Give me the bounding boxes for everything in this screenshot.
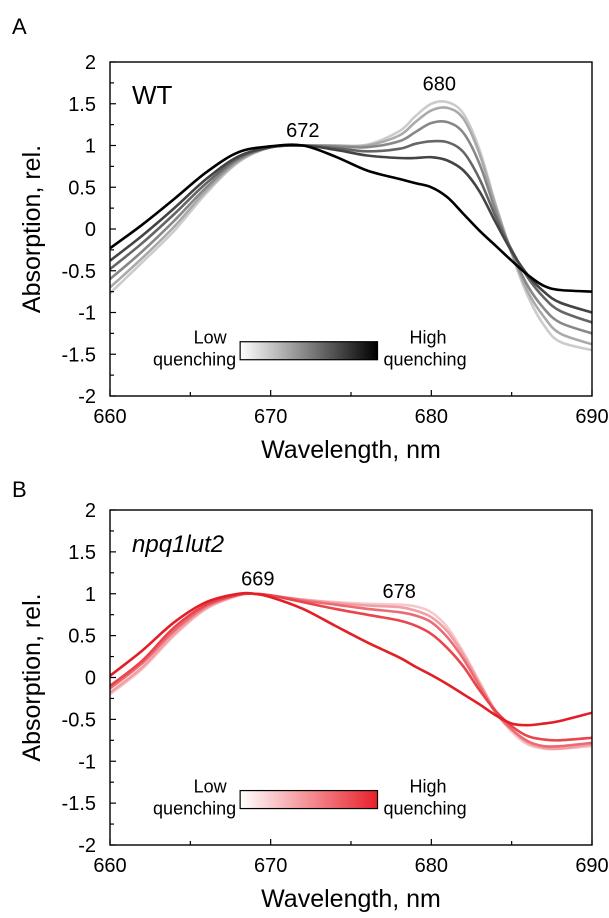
y-tick-label: -1 xyxy=(78,303,96,325)
y-tick-label: -1.5 xyxy=(62,793,96,815)
colorbar xyxy=(239,789,379,810)
x-tick-label: 660 xyxy=(93,855,126,877)
colorbar-low-label: Low quenching xyxy=(153,328,236,370)
x-axis-title: Wavelength, nm xyxy=(261,436,441,464)
x-tick-label: 690 xyxy=(575,406,608,428)
y-tick-label: 1.5 xyxy=(68,542,96,564)
colorbar-low-label-line: Low xyxy=(194,328,228,348)
x-tick-label: 670 xyxy=(254,406,287,428)
y-tick-label: 1 xyxy=(85,584,96,606)
x-axis-title: Wavelength, nm xyxy=(261,885,441,913)
colorbar-high-label: High quenching xyxy=(384,328,467,370)
x-tick-label: 670 xyxy=(254,855,287,877)
series-line-4 xyxy=(110,592,592,742)
panel-label: npq1lut2 xyxy=(132,531,224,558)
peak-annotation: 680 xyxy=(423,73,456,95)
series-line-6 xyxy=(110,143,592,293)
y-tick-label: 0.5 xyxy=(68,626,96,648)
series-line-3 xyxy=(110,119,592,335)
peak-annotation: 678 xyxy=(383,581,416,603)
colorbar-high-label-line: High xyxy=(410,328,447,348)
y-tick-label: 0 xyxy=(85,219,96,241)
series-line-1 xyxy=(110,99,592,352)
panel-letter: B xyxy=(12,477,27,502)
colorbar-high-label: High quenching xyxy=(384,777,467,819)
series-group xyxy=(110,591,592,751)
x-tick-label: 680 xyxy=(415,855,448,877)
colorbar xyxy=(239,341,379,361)
y-tick-label: -2 xyxy=(78,835,96,857)
y-tick-label: 0 xyxy=(85,668,96,690)
series-line-2 xyxy=(110,106,592,346)
series-group xyxy=(110,99,592,352)
y-tick-label: 0.5 xyxy=(68,177,96,199)
colorbar-high-label-line: quenching xyxy=(384,350,467,370)
y-tick-label: -0.5 xyxy=(62,261,96,283)
colorbar-low-label: Low quenching xyxy=(153,777,236,819)
y-tick-label: 1.5 xyxy=(68,94,96,116)
x-tick-label: 680 xyxy=(415,406,448,428)
y-axis-title: Absorption, rel. xyxy=(18,145,46,313)
peak-annotation: 672 xyxy=(286,120,319,142)
y-tick-label: 2 xyxy=(85,52,96,74)
y-tick-label: 1 xyxy=(85,136,96,158)
y-tick-label: 2 xyxy=(85,500,96,522)
panel-label: WT xyxy=(132,80,173,110)
series-line-5 xyxy=(110,144,592,314)
x-tick-label: 690 xyxy=(575,855,608,877)
colorbar-low-label-line: quenching xyxy=(153,799,236,819)
colorbar-low-label-line: Low xyxy=(194,777,228,797)
colorbar-high-label-line: High xyxy=(410,777,447,797)
x-tick-label: 660 xyxy=(93,406,126,428)
y-tick-label: -1 xyxy=(78,751,96,773)
peak-annotation: 669 xyxy=(241,568,274,590)
chart-panel-b: B -2 -1.5 -1 -0.5 0 0.5 1 1.5 2 660 670 680 690 Wavele… xyxy=(12,477,609,913)
y-axis-title: Absorption, rel. xyxy=(18,593,46,761)
colorbar-high-label-line: quenching xyxy=(384,799,467,819)
y-tick-label: -2 xyxy=(78,386,96,408)
colorbar-low-label-line: quenching xyxy=(153,350,236,370)
panel-letter: A xyxy=(12,14,27,39)
y-tick-label: -0.5 xyxy=(62,709,96,731)
y-tick-label: -1.5 xyxy=(62,344,96,366)
chart-panel-a: A -2 -1.5 -1 -0.5 0 0.5 1 1.5 2 660 670 680 690 Wavele… xyxy=(12,14,609,464)
series-line-5 xyxy=(110,591,592,727)
series-line-4 xyxy=(110,139,592,324)
